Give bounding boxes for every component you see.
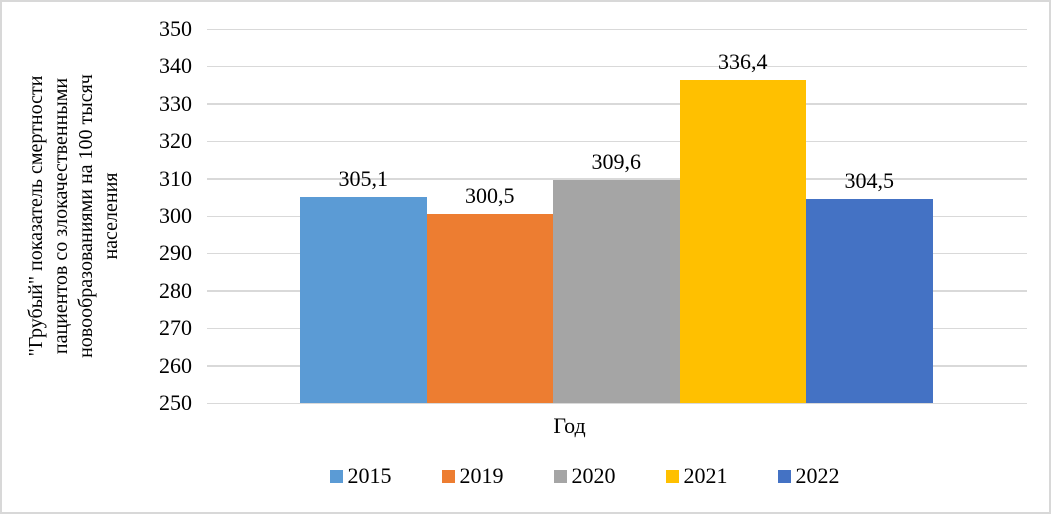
bar-value-label-2022: 304,5 xyxy=(844,168,895,194)
legend-item-2020: 2020 xyxy=(553,462,616,490)
bar-2019 xyxy=(426,214,553,403)
legend-item-2019: 2019 xyxy=(441,462,504,490)
legend-label: 2020 xyxy=(571,463,616,488)
legend-swatch-icon xyxy=(665,469,679,483)
y-axis-tick-label: 300 xyxy=(159,203,192,228)
y-axis-tick-label: 290 xyxy=(159,240,192,266)
y-axis-tick-label: 320 xyxy=(159,128,192,154)
gridline xyxy=(207,28,1027,30)
gridline xyxy=(207,140,1027,143)
y-axis-tick-label: 310 xyxy=(159,165,192,191)
bar-2022 xyxy=(806,199,933,403)
legend-swatch-icon xyxy=(777,469,791,483)
legend-swatch-icon xyxy=(329,469,343,483)
bar-2021 xyxy=(679,79,806,403)
gridline xyxy=(207,65,1027,68)
legend-label: 2015 xyxy=(347,463,392,488)
bar-2020 xyxy=(553,180,680,403)
y-axis-tick-label: 330 xyxy=(159,90,192,116)
bar-value-label-2020: 309,6 xyxy=(591,149,642,175)
legend-label: 2022 xyxy=(795,463,840,488)
gridline xyxy=(207,178,1027,180)
legend: 2015 2019 2020 2021 2022 xyxy=(122,462,1047,490)
x-axis-title: Год xyxy=(553,413,586,438)
bar-value-label-2021: 336,4 xyxy=(718,48,768,74)
gridline xyxy=(207,402,1027,404)
legend-item-2021: 2021 xyxy=(665,462,728,490)
legend-item-2022: 2022 xyxy=(777,462,840,490)
gridline xyxy=(207,103,1027,105)
y-axis-tick-label: 270 xyxy=(159,315,192,341)
y-axis-tick-label: 350 xyxy=(159,16,192,41)
legend-swatch-icon xyxy=(553,469,567,483)
bar-value-label-2015: 305,1 xyxy=(338,165,389,191)
bar-2015 xyxy=(300,196,427,403)
y-axis-tick-label: 260 xyxy=(159,352,192,378)
y-axis-tick-label: 250 xyxy=(159,390,192,415)
legend-item-2015: 2015 xyxy=(329,462,392,490)
legend-label: 2021 xyxy=(683,463,728,488)
legend-label: 2019 xyxy=(459,463,504,488)
legend-swatch-icon xyxy=(441,469,455,483)
plot-area: 305,1 300,5 309,6 336,4 304,5 xyxy=(207,28,1027,404)
y-axis-tick-label: 280 xyxy=(159,277,192,303)
y-axis-tick-label: 340 xyxy=(159,53,192,79)
bar-value-label-2019: 300,5 xyxy=(465,183,515,209)
